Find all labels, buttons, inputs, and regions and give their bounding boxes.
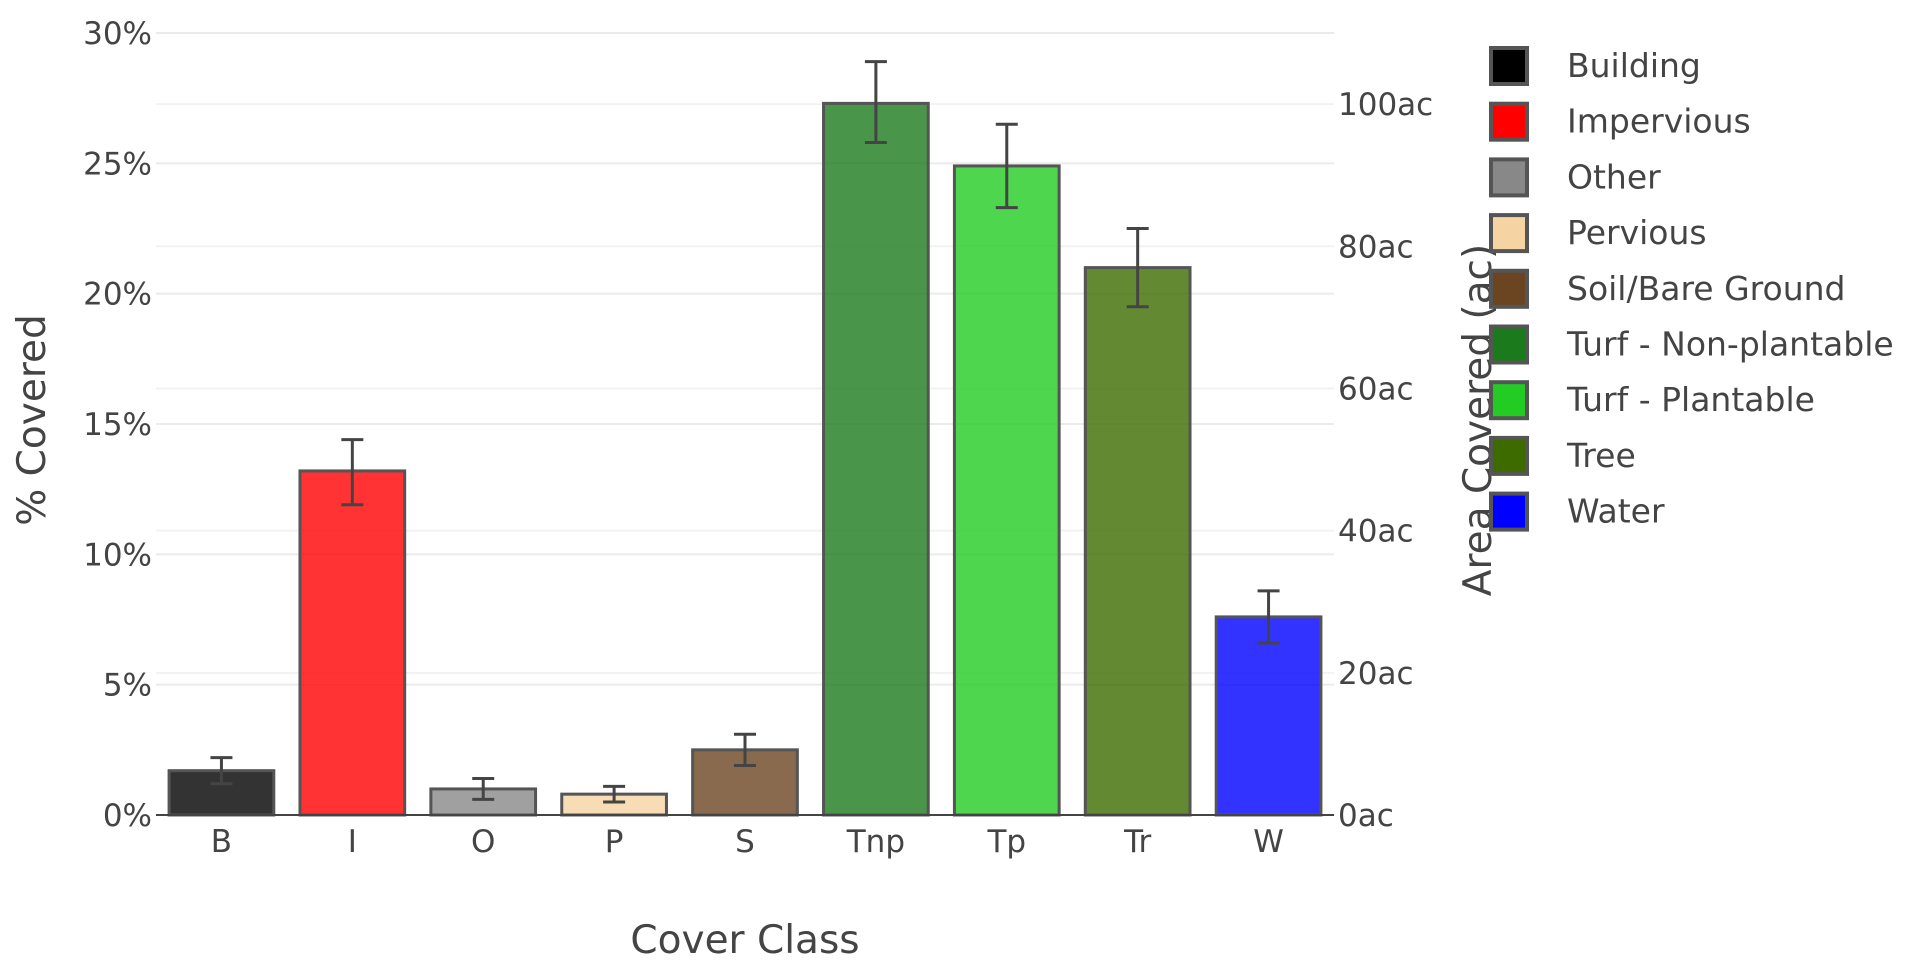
legend-label: Water [1567, 492, 1665, 531]
y2-tick-label: 20ac [1338, 656, 1414, 692]
y2-tick-label: 40ac [1338, 514, 1414, 550]
x-tick-label: Tp [986, 824, 1026, 860]
bar-tp [952, 164, 1061, 817]
x-tick-label: S [735, 824, 755, 860]
x-tick-label: I [348, 824, 357, 860]
y-tick-label: 25% [83, 146, 152, 182]
error-bar-o [472, 777, 495, 801]
legend-item: Impervious [1489, 101, 1751, 142]
error-bar-tnp [864, 60, 887, 144]
bar-w [1214, 615, 1323, 817]
y-axis-title: % Covered [10, 314, 55, 526]
x-tick-label: Tr [1123, 824, 1151, 860]
legend-label: Other [1567, 157, 1661, 196]
bar-tnp [822, 101, 930, 817]
error-bar-i [341, 438, 364, 507]
legend-swatch [1489, 46, 1529, 86]
legend-swatch [1489, 380, 1529, 421]
legend-item: Other [1489, 157, 1661, 198]
bar-s [691, 748, 799, 817]
legend-label: Turf - Plantable [1566, 380, 1815, 419]
legend-item: Turf - Non-plantable [1489, 324, 1894, 365]
bar-i [298, 469, 407, 817]
y2-tick-label: 0ac [1338, 798, 1394, 834]
y2-tick-label: 60ac [1338, 371, 1414, 407]
y-tick-label: 15% [83, 407, 152, 443]
legend-swatch [1489, 268, 1529, 309]
legend-label: Impervious [1567, 102, 1751, 141]
y2-tick-label: 80ac [1338, 229, 1414, 265]
x-tick-labels: B I O P S Tnp Tp Tr W [211, 824, 1284, 860]
legend-label: Pervious [1567, 213, 1707, 252]
legend-label: Turf - Non-plantable [1566, 325, 1894, 364]
x-tick-label: P [605, 824, 624, 860]
x-tick-label: B [211, 824, 232, 860]
legend-item: Building [1489, 46, 1701, 86]
legend-swatch [1489, 491, 1529, 532]
x-tick-label: O [471, 824, 495, 860]
legend-item: Turf - Plantable [1489, 380, 1815, 421]
y-tick-label: 0% [103, 798, 152, 834]
error-bar-w [1257, 589, 1280, 645]
legend-item: Soil/Bare Ground [1489, 268, 1845, 309]
y-tick-labels: 0% 5% 10% 15% 20% 25% 30% [83, 16, 152, 834]
legend-label: Soil/Bare Ground [1567, 269, 1845, 308]
legend-swatch [1489, 213, 1529, 254]
bars [167, 101, 1323, 817]
legend-label: Building [1567, 46, 1701, 85]
error-bar-s [734, 732, 756, 767]
legend-label: Tree [1566, 436, 1636, 475]
legend-swatch [1489, 324, 1529, 365]
y2-tick-labels: 0ac 20ac 40ac 60ac 80ac 100ac [1338, 87, 1433, 834]
x-tick-label: W [1253, 824, 1284, 860]
legend-item: Water [1489, 491, 1665, 532]
error-bar-tr [1126, 227, 1149, 309]
bar-tr [1083, 266, 1192, 817]
y-tick-label: 5% [103, 668, 152, 704]
y-tick-label: 30% [83, 16, 152, 52]
error-bar-tp [995, 122, 1018, 210]
y2-tick-label: 100ac [1338, 87, 1433, 123]
x-axis-title: Cover Class [630, 918, 859, 963]
legend-item: Pervious [1489, 213, 1707, 254]
legend-swatch [1489, 101, 1529, 142]
error-bars [210, 60, 1280, 804]
error-bar-b [210, 756, 233, 786]
y-tick-label: 20% [83, 277, 152, 313]
legend-swatch [1489, 435, 1529, 476]
legend: Building Impervious Other Pervious Soil/Bare… [1489, 46, 1894, 532]
y-tick-label: 10% [83, 537, 152, 573]
error-bar-p [603, 784, 626, 804]
legend-swatch [1489, 157, 1529, 198]
legend-item: Tree [1489, 435, 1636, 476]
x-tick-label: Tnp [846, 824, 905, 860]
